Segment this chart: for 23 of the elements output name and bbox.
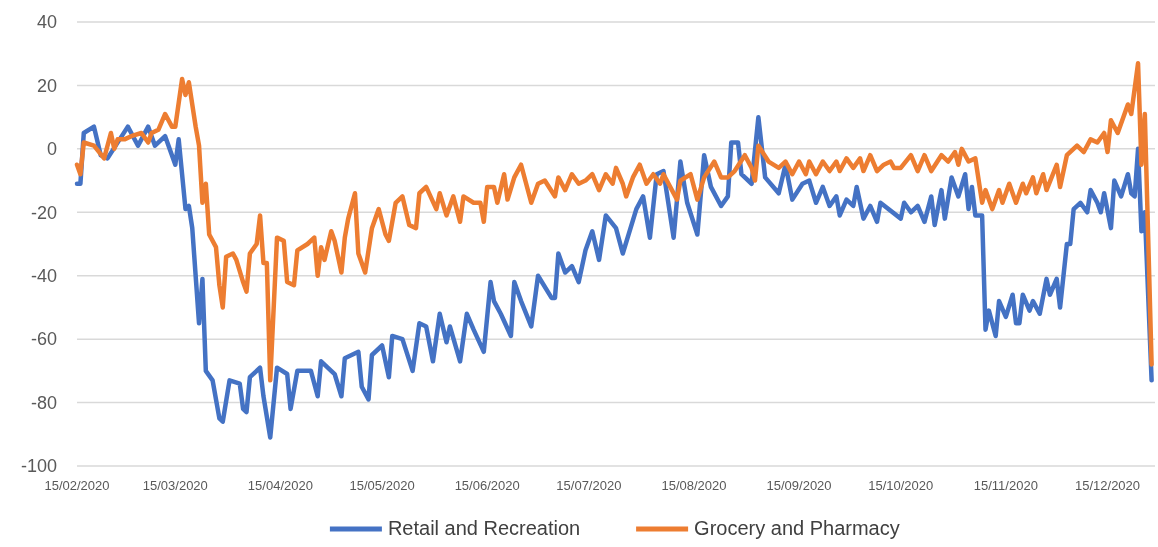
x-tick-label: 15/05/2020 xyxy=(349,478,415,493)
x-tick-label: 15/07/2020 xyxy=(556,478,622,493)
x-tick-label: 15/11/2020 xyxy=(973,478,1038,493)
y-tick-label: -40 xyxy=(30,266,57,287)
y-tick-label: -60 xyxy=(30,329,57,350)
x-tick-label: 15/04/2020 xyxy=(247,478,313,493)
y-tick-label: 0 xyxy=(46,139,57,160)
x-tick-label: 15/09/2020 xyxy=(766,478,832,493)
y-tick-label: 40 xyxy=(36,12,57,33)
line-series xyxy=(74,60,1154,383)
x-tick-label: 15/03/2020 xyxy=(142,478,208,493)
y-tick-label: -100 xyxy=(20,456,57,477)
legend-label: Grocery and Pharmacy xyxy=(694,517,900,539)
legend-label: Retail and Recreation xyxy=(387,517,581,539)
x-tick-label: 15/06/2020 xyxy=(454,478,520,493)
x-tick-label: 15/08/2020 xyxy=(661,478,727,493)
y-tick-label: 20 xyxy=(36,75,57,96)
line-series xyxy=(74,114,1154,440)
x-tick-label: 15/10/2020 xyxy=(868,478,934,493)
y-tick-label: -80 xyxy=(30,392,57,413)
x-tick-label: 15/02/2020 xyxy=(44,478,110,493)
x-tick-label: 15/12/2020 xyxy=(1075,478,1141,493)
y-tick-label: -20 xyxy=(30,202,57,223)
